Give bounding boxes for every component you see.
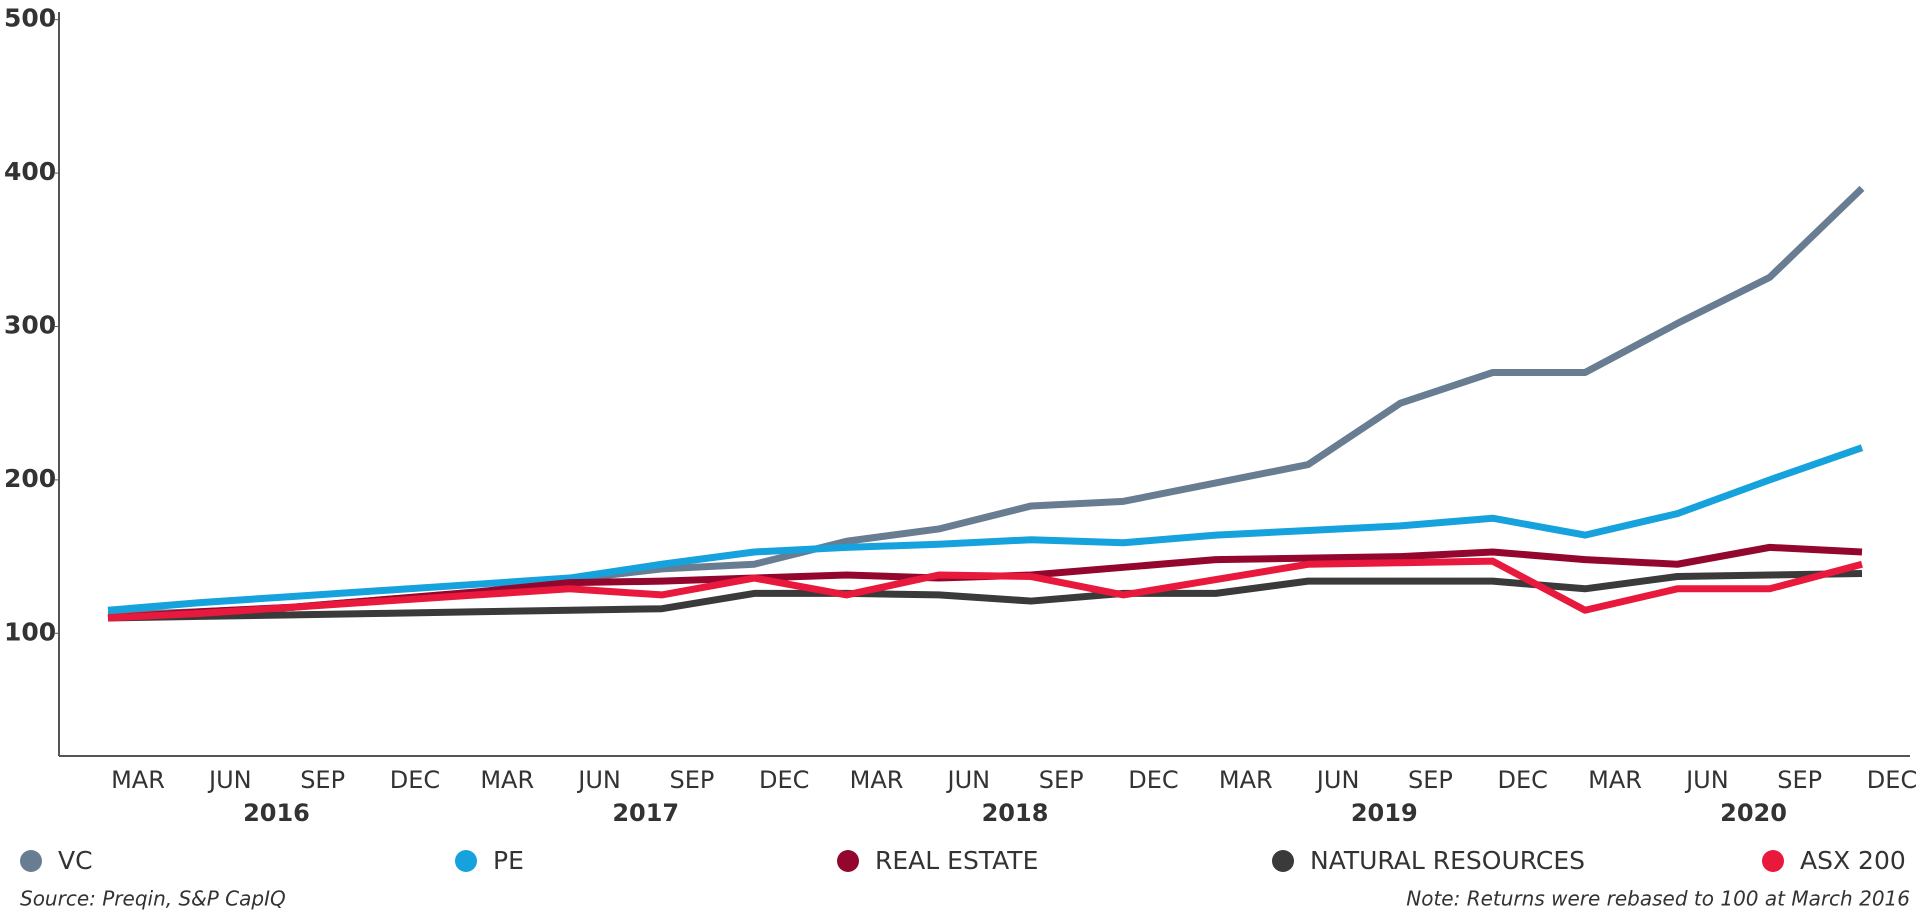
series-line bbox=[107, 569, 1863, 622]
x-tick-label: DEC bbox=[1498, 766, 1548, 794]
legend-label: NATURAL RESOURCES bbox=[1310, 846, 1585, 875]
x-tick-label: JUN bbox=[946, 766, 991, 794]
source: Source: Preqin, S&P CapIQ bbox=[20, 887, 286, 911]
x-tick-label: JUN bbox=[1315, 766, 1360, 794]
legend-label: PE bbox=[493, 846, 524, 875]
series-line bbox=[107, 557, 1863, 622]
legend-label: REAL ESTATE bbox=[875, 846, 1038, 875]
x-tick-label: SEP bbox=[300, 766, 345, 794]
year-label: 2016 bbox=[243, 799, 310, 827]
x-tick-label: DEC bbox=[1867, 766, 1917, 794]
y-tick-label: 500 bbox=[4, 4, 56, 33]
x-tick-label: SEP bbox=[1039, 766, 1084, 794]
x-tick-label: DEC bbox=[390, 766, 440, 794]
year-label: 2017 bbox=[612, 799, 679, 827]
x-tick-label: DEC bbox=[759, 766, 809, 794]
legend-marker bbox=[20, 850, 42, 872]
year-label: 2018 bbox=[982, 799, 1049, 827]
legend-marker bbox=[455, 850, 477, 872]
x-tick-label: DEC bbox=[1128, 766, 1178, 794]
x-tick-label: SEP bbox=[1777, 766, 1822, 794]
y-tick-label: 100 bbox=[4, 617, 56, 646]
note: Note: Returns were rebased to 100 at Mar… bbox=[1406, 887, 1910, 911]
legend-label: ASX 200 bbox=[1800, 846, 1906, 875]
x-tick-label: JUN bbox=[576, 766, 621, 794]
x-tick-label: MAR bbox=[480, 766, 534, 794]
y-tick-label: 200 bbox=[4, 464, 56, 493]
series-line bbox=[107, 185, 1865, 619]
y-tick-label: 300 bbox=[4, 310, 56, 339]
x-tick-label: SEP bbox=[1408, 766, 1453, 794]
y-tick-label: 400 bbox=[4, 157, 56, 186]
x-tick-label: MAR bbox=[1588, 766, 1642, 794]
x-tick-label: SEP bbox=[669, 766, 714, 794]
legend-label: VC bbox=[58, 846, 93, 875]
year-label: 2020 bbox=[1720, 799, 1787, 827]
x-tick-label: JUN bbox=[207, 766, 252, 794]
series-line bbox=[107, 444, 1864, 614]
x-tick-label: MAR bbox=[111, 766, 165, 794]
legend-marker bbox=[837, 850, 859, 872]
legend-marker bbox=[1272, 850, 1294, 872]
legend-marker bbox=[1762, 850, 1784, 872]
year-label: 2019 bbox=[1351, 799, 1418, 827]
x-tick-label: MAR bbox=[850, 766, 904, 794]
x-tick-label: JUN bbox=[1684, 766, 1729, 794]
x-tick-label: MAR bbox=[1219, 766, 1273, 794]
